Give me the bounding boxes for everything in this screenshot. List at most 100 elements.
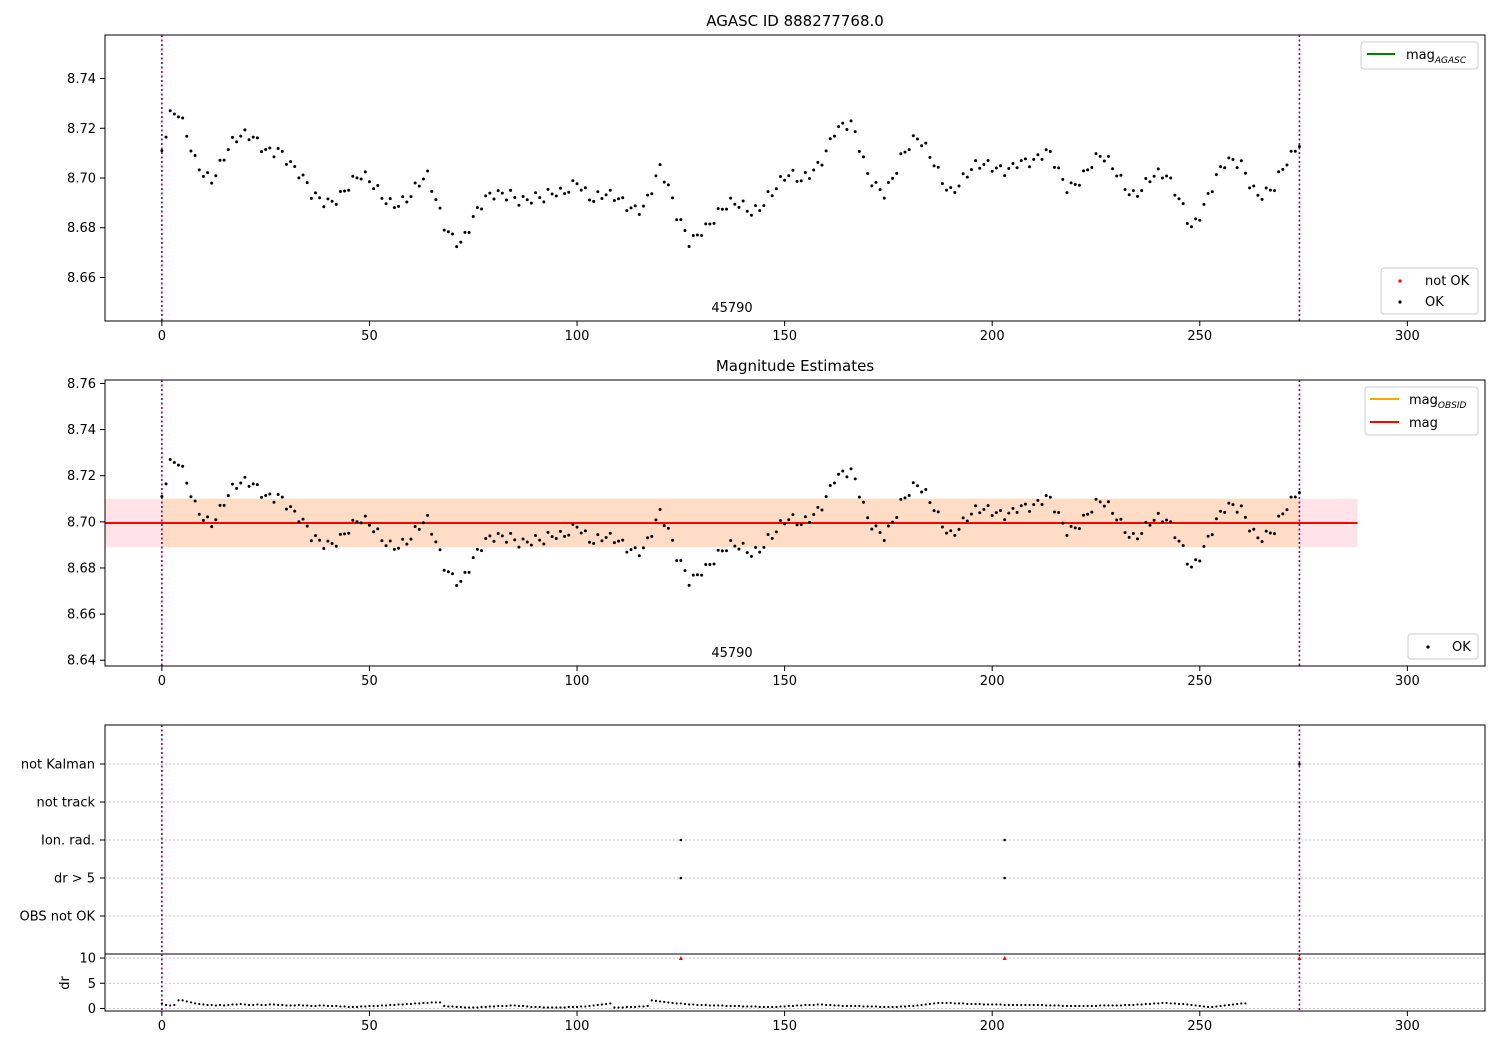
dr-point	[1032, 1003, 1035, 1007]
ok-point	[932, 509, 936, 513]
ok-point	[243, 475, 247, 479]
dr-point	[380, 1004, 384, 1007]
ok-point	[214, 518, 218, 522]
ok-point	[467, 570, 471, 574]
ok-point	[176, 463, 180, 467]
ok-point	[1148, 180, 1152, 184]
dr-point	[418, 1002, 421, 1005]
dr-point	[870, 1005, 873, 1008]
flags-time-markers	[161, 725, 1301, 954]
ok-point	[1206, 192, 1210, 196]
dr-point	[563, 1006, 566, 1009]
ok-point	[832, 481, 836, 485]
ok-point	[849, 119, 853, 123]
dr-point	[555, 1006, 558, 1009]
ok-point	[700, 573, 704, 577]
ok-point	[857, 495, 861, 499]
ok-point	[438, 548, 442, 552]
dr-point	[825, 1003, 828, 1007]
ok-point	[1227, 156, 1231, 160]
dr-point	[389, 1003, 392, 1007]
dr-point	[966, 1002, 969, 1006]
ok-point	[268, 492, 272, 496]
svg-text:magOBSID: magOBSID	[1409, 393, 1467, 411]
ok-point	[280, 495, 284, 499]
ok-point	[509, 188, 513, 192]
ok-point	[359, 521, 363, 525]
dr-point	[928, 1002, 932, 1006]
dr-point	[895, 1005, 898, 1009]
dr-point	[264, 1003, 267, 1007]
ok-point	[397, 546, 401, 550]
dr-point	[862, 1005, 865, 1008]
dr-points	[160, 956, 1302, 1009]
dr-point	[239, 1002, 242, 1006]
magnitude-legend-upper: magOBSID mag	[1364, 386, 1479, 436]
ok-point	[828, 137, 832, 141]
dr-point	[426, 1001, 429, 1005]
dr-point	[795, 1004, 799, 1007]
x-tick-label: 100	[565, 674, 590, 689]
ok-point	[193, 153, 197, 157]
ok-point	[720, 207, 724, 211]
ok-point	[164, 135, 168, 139]
dr-point	[712, 1004, 716, 1007]
ok-point	[1061, 177, 1065, 181]
x-tick-label: 250	[1187, 1019, 1212, 1034]
ok-point	[463, 230, 467, 234]
ok-point	[969, 512, 973, 516]
ok-point	[787, 518, 791, 522]
ok-point	[284, 507, 288, 511]
ok-point	[596, 533, 600, 537]
dr-point	[538, 1005, 541, 1009]
ok-point	[1281, 167, 1285, 171]
ok-point	[538, 196, 542, 200]
ok-point	[596, 190, 600, 194]
dr-point	[243, 1003, 247, 1006]
ok-point	[367, 180, 371, 184]
dr-point	[1169, 1002, 1172, 1005]
ok-point	[895, 171, 899, 175]
ok-point	[181, 116, 185, 120]
ok-point	[758, 550, 762, 554]
ok-point	[563, 192, 567, 196]
ok-point	[704, 222, 708, 226]
dr-point	[355, 1005, 359, 1009]
dr-point	[675, 1002, 678, 1005]
ok-point	[1131, 532, 1135, 536]
ok-point	[513, 538, 517, 542]
ok-point	[313, 534, 317, 538]
dr-point	[401, 1003, 404, 1006]
ok-point	[866, 172, 870, 176]
ok-point	[438, 206, 442, 210]
ok-point	[289, 505, 293, 509]
ok-point	[1032, 503, 1036, 507]
ok-point	[1136, 194, 1140, 198]
ok-point	[160, 149, 164, 153]
ok-point	[1248, 186, 1252, 190]
ok-point	[496, 189, 500, 193]
dr-point	[551, 1006, 554, 1009]
ok-point	[957, 527, 961, 531]
x-tick-label: 250	[1187, 674, 1212, 689]
dr-point	[463, 1006, 467, 1009]
dr-point	[260, 1003, 263, 1007]
ok-point	[430, 189, 434, 193]
ok-point	[841, 121, 845, 125]
ok-point	[1156, 511, 1160, 515]
ok-point	[363, 170, 367, 174]
dr-point	[717, 1004, 720, 1007]
ok-point	[1115, 518, 1119, 522]
dr-point	[858, 1004, 861, 1008]
dr-point	[986, 1003, 990, 1006]
x-tick-label: 250	[1187, 329, 1212, 344]
ok-point	[326, 197, 330, 201]
dr-point	[667, 1001, 670, 1004]
ok-point	[1165, 174, 1169, 178]
ok-point	[749, 213, 753, 217]
ok-point	[716, 548, 720, 552]
dr-point	[1028, 1003, 1031, 1007]
dr-point	[725, 1004, 728, 1008]
y-tick-label: 8.68	[67, 561, 96, 576]
dr-point	[1136, 1003, 1139, 1006]
